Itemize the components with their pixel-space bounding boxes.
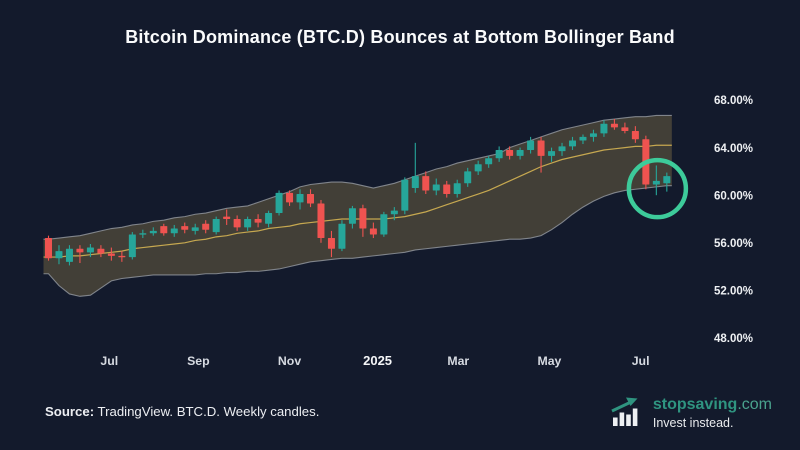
brand-tagline: Invest instead. xyxy=(652,415,734,430)
source-line: Source: TradingView. BTC.D. Weekly candl… xyxy=(45,404,319,419)
candle-body xyxy=(212,219,220,233)
x-axis-label: 2025 xyxy=(363,353,392,368)
bollinger-lower-line xyxy=(43,185,672,297)
x-axis-label: Sep xyxy=(187,354,210,368)
candle-body xyxy=(610,123,618,128)
candle-body xyxy=(76,248,84,253)
candle-body xyxy=(600,123,608,134)
y-axis-label: 52.00% xyxy=(714,286,753,298)
candle-body xyxy=(589,133,597,137)
candle-body xyxy=(327,238,335,249)
candle-body xyxy=(380,214,388,235)
candle-body xyxy=(223,216,231,219)
candle-body xyxy=(160,226,168,234)
chart-title: Bitcoin Dominance (BTC.D) Bounces at Bot… xyxy=(125,27,675,47)
candle-body xyxy=(181,226,189,230)
candle-body xyxy=(422,176,430,191)
candle-body xyxy=(495,149,503,159)
x-axis-label: Jul xyxy=(632,354,650,368)
brand-name: stopsaving.com xyxy=(653,396,772,414)
bollinger-upper-line xyxy=(43,114,672,240)
candle-body xyxy=(359,208,367,229)
candle-body xyxy=(401,179,409,211)
y-axis-label: 48.00% xyxy=(714,333,753,345)
brand-name-text: stopsaving xyxy=(652,396,738,414)
candle-body xyxy=(55,251,63,259)
brand-tld-text: .com xyxy=(737,396,772,414)
candle-body xyxy=(139,233,147,235)
candle-body xyxy=(275,192,283,214)
candle-body xyxy=(338,223,346,249)
candle-body xyxy=(411,176,419,189)
candle-body xyxy=(286,192,294,203)
y-axis-label: 56.00% xyxy=(714,238,753,250)
candle-body xyxy=(369,228,377,235)
candle-body xyxy=(233,219,241,228)
candle-body xyxy=(516,149,524,156)
candle-body xyxy=(107,253,115,256)
candle-body xyxy=(191,227,199,231)
candle-body xyxy=(149,230,157,234)
candle-body xyxy=(527,140,535,150)
y-axis-label: 64.00% xyxy=(714,143,753,155)
candle-body xyxy=(65,248,73,262)
candle-body xyxy=(97,248,105,254)
bollinger-basis-line xyxy=(43,144,672,258)
candle-body xyxy=(45,238,52,259)
highlight-circle xyxy=(626,157,689,220)
candle-body xyxy=(464,171,472,184)
candle-body xyxy=(453,183,461,195)
candle-body xyxy=(307,194,314,204)
candle-body xyxy=(254,219,262,223)
candle-body xyxy=(118,255,126,258)
source-text: TradingView. BTC.D. Weekly candles. xyxy=(94,404,320,419)
candle-body xyxy=(244,219,252,228)
candle-body xyxy=(170,228,178,234)
candle-body xyxy=(128,234,136,258)
x-axis-label: Mar xyxy=(447,354,469,368)
bar-chart-up-arrow-icon xyxy=(611,397,638,426)
candle-body xyxy=(296,194,304,203)
candle-body xyxy=(663,176,671,184)
y-axis-label: 68.00% xyxy=(714,95,753,107)
candle-body xyxy=(558,146,566,152)
candle-body xyxy=(443,184,451,195)
x-axis-label: May xyxy=(537,354,561,368)
candle-body xyxy=(621,127,629,131)
x-axis-label: Nov xyxy=(278,354,301,368)
source-label: Source: xyxy=(45,404,95,419)
candle-body xyxy=(485,158,493,165)
candle-body xyxy=(432,184,440,191)
candle-body xyxy=(569,140,576,147)
bollinger-band-area xyxy=(43,115,672,297)
candle-body xyxy=(474,164,482,172)
candle-body xyxy=(537,140,545,156)
candle-body xyxy=(506,149,514,156)
candle-body xyxy=(317,203,325,239)
candle-body xyxy=(390,210,398,215)
candle-body xyxy=(631,130,639,140)
candle-body xyxy=(579,136,587,141)
candle-body xyxy=(202,223,210,230)
candle-body xyxy=(86,247,94,253)
candle-body xyxy=(652,180,660,185)
x-axis-label: Jul xyxy=(100,354,118,368)
brand-block: stopsaving.com Invest instead. xyxy=(610,396,772,430)
y-axis-label: 60.00% xyxy=(714,190,753,202)
candle-body xyxy=(548,151,556,156)
candle-body xyxy=(265,213,273,224)
candle-body xyxy=(348,208,356,224)
